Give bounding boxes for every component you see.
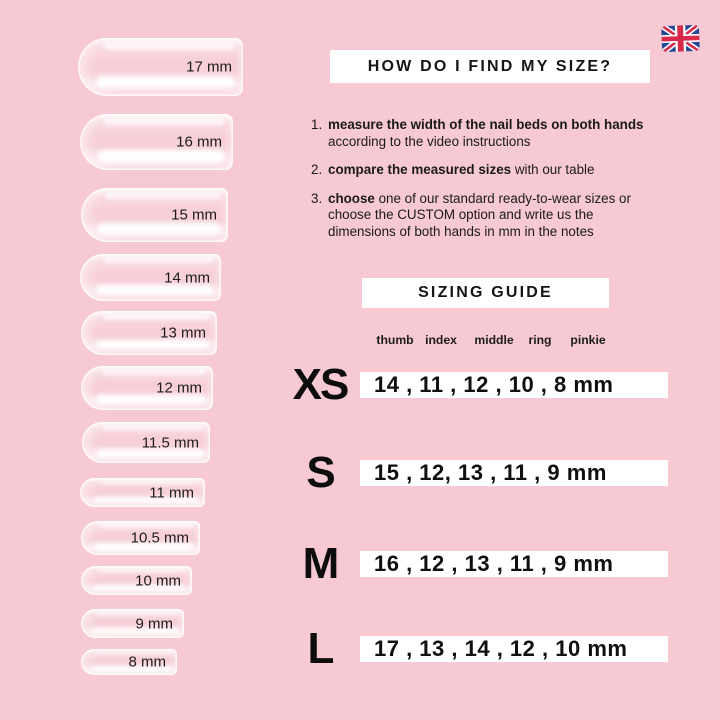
nail-highlight (102, 369, 207, 375)
instruction-text: measure the width of the nail beds on bo… (328, 117, 644, 149)
nail-highlight (95, 284, 214, 295)
nail-tip-10mm: 10 mm (81, 566, 192, 595)
instruction-item-2: 2. compare the measured sizes with our t… (311, 162, 663, 179)
nail-size-label: 13 mm (160, 324, 206, 342)
nail-highlight (104, 117, 226, 126)
size-label-l: L (307, 624, 335, 673)
nail-tip-10-5mm: 10.5 mm (81, 521, 200, 555)
instruction-number: 1. (311, 117, 323, 132)
nail-highlight (96, 650, 173, 655)
nail-tip-9mm: 9 mm (81, 609, 184, 638)
nail-highlight (97, 611, 179, 615)
nail-size-label: 14 mm (164, 269, 210, 286)
page-title: HOW DO I FIND MY SIZE? (330, 50, 650, 83)
size-values-stripe: 16 , 12 , 13 , 11 , 9 mm (360, 551, 668, 577)
nail-highlight (95, 339, 211, 350)
nail-tip-8mm: 8 mm (81, 649, 177, 675)
nail-highlight (100, 480, 199, 484)
size-values-stripe: 14 , 11 , 12 , 10 , 8 mm (360, 372, 668, 398)
nail-highlight (102, 314, 211, 320)
nail-highlight (93, 584, 187, 592)
nail-highlight (97, 223, 221, 235)
nail-size-label: 17 mm (186, 58, 232, 76)
size-values-m: 16 , 12 , 13 , 11 , 9 mm (374, 551, 614, 576)
nail-tip-14mm: 14 mm (80, 254, 221, 301)
size-values-l: 17 , 13 , 14 , 12 , 10 mm (374, 636, 628, 661)
column-ring: ring (528, 333, 552, 347)
size-values-s: 15 , 12, 13 , 11 , 9 mm (374, 460, 607, 485)
instruction-item-3: 3. choose one of our standard ready-to-w… (311, 191, 663, 241)
nail-size-label: 10 mm (135, 572, 181, 589)
size-row-m: M 16 , 12 , 13 , 11 , 9 mm (280, 539, 668, 588)
nail-size-label: 11.5 mm (141, 434, 199, 451)
nail-size-label: 10.5 mm (130, 529, 189, 547)
nail-highlight (96, 448, 204, 458)
nail-highlight (104, 191, 221, 199)
nail-tip-11-5mm: 11.5 mm (82, 422, 210, 463)
nail-highlight (104, 42, 235, 50)
nail-tip-12mm: 12 mm (81, 366, 213, 410)
nail-size-label: 11 mm (149, 484, 194, 501)
column-middle: middle (474, 333, 514, 347)
size-values-stripe: 15 , 12, 13 , 11 , 9 mm (360, 460, 668, 486)
instructions-list: 1. measure the width of the nail beds on… (311, 117, 663, 252)
column-pinkie: pinkie (570, 333, 606, 347)
nail-size-label: 15 mm (171, 206, 217, 224)
nail-size-label: 8 mm (128, 653, 167, 671)
nail-tip-17mm: 17 mm (78, 38, 243, 96)
nail-tip-16mm: 16 mm (80, 114, 233, 170)
nail-highlight (102, 424, 204, 431)
instruction-number: 3. (311, 190, 323, 206)
nail-highlight (93, 496, 199, 504)
nail-highlight (92, 627, 179, 635)
size-label-s: S (306, 448, 335, 497)
nail-highlight (96, 150, 226, 163)
column-index: index (425, 333, 457, 347)
nail-highlight (100, 523, 195, 528)
column-thumb: thumb (376, 333, 414, 347)
nail-highlight (95, 394, 207, 405)
nail-tip-13mm: 13 mm (81, 311, 217, 355)
size-values-xs: 14 , 11 , 12 , 10 , 8 mm (374, 372, 614, 397)
size-row-s: S 15 , 12, 13 , 11 , 9 mm (280, 448, 668, 497)
nail-tip-15mm: 15 mm (81, 188, 228, 242)
size-label-m: M (302, 539, 340, 588)
sizing-guide-title: SIZING GUIDE (362, 278, 609, 308)
nail-highlight (94, 543, 195, 551)
nail-highlight (96, 75, 235, 89)
nail-highlight (98, 568, 187, 572)
nail-highlight (102, 257, 214, 264)
size-row-xs: XS 14 , 11 , 12 , 10 , 8 mm (280, 360, 668, 409)
instruction-number: 2. (311, 162, 323, 177)
nail-size-label: 16 mm (176, 133, 222, 151)
nail-size-label: 9 mm (135, 615, 174, 632)
size-values-stripe: 17 , 13 , 14 , 12 , 10 mm (360, 636, 668, 662)
instruction-text: compare the measured sizes with our tabl… (328, 162, 595, 177)
nail-highlight (91, 665, 173, 672)
instruction-text: choose one of our standard ready-to-wear… (328, 190, 631, 239)
uk-flag-icon (661, 23, 701, 53)
instruction-item-1: 1. measure the width of the nail beds on… (311, 117, 663, 150)
nail-size-label: 12 mm (156, 379, 202, 397)
size-row-l: L 17 , 13 , 14 , 12 , 10 mm (280, 624, 668, 673)
finger-columns: thumb index middle ring pinkie (0, 333, 720, 349)
size-label-xs: XS (292, 360, 350, 409)
nail-tip-11mm: 11 mm (80, 478, 205, 507)
